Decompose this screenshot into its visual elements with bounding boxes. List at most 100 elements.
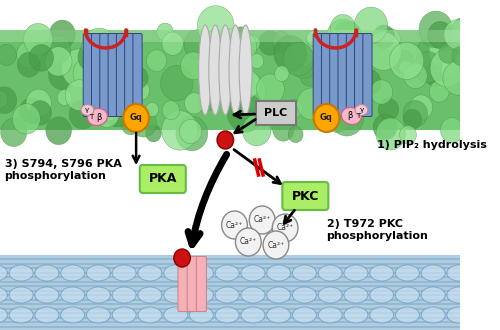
Circle shape — [373, 25, 394, 49]
Circle shape — [100, 88, 136, 127]
Circle shape — [200, 49, 218, 69]
Circle shape — [404, 110, 421, 129]
FancyBboxPatch shape — [0, 30, 460, 130]
FancyBboxPatch shape — [322, 34, 330, 116]
Ellipse shape — [421, 265, 445, 281]
Circle shape — [0, 87, 16, 114]
Text: Ca²⁺: Ca²⁺ — [226, 220, 243, 229]
Circle shape — [444, 19, 471, 50]
Circle shape — [250, 53, 264, 69]
Ellipse shape — [396, 307, 419, 323]
Circle shape — [198, 91, 216, 111]
Ellipse shape — [112, 265, 136, 281]
Ellipse shape — [318, 307, 342, 323]
Text: γ: γ — [360, 107, 364, 113]
Text: T: T — [356, 113, 360, 119]
Text: PKC: PKC — [292, 189, 319, 203]
Ellipse shape — [396, 265, 419, 281]
Ellipse shape — [266, 265, 290, 281]
Circle shape — [0, 118, 26, 147]
Ellipse shape — [292, 265, 316, 281]
Circle shape — [288, 126, 303, 143]
Circle shape — [100, 63, 137, 103]
FancyBboxPatch shape — [282, 182, 329, 210]
Ellipse shape — [60, 307, 84, 323]
Ellipse shape — [241, 287, 265, 303]
FancyBboxPatch shape — [346, 34, 356, 116]
Circle shape — [430, 49, 464, 87]
Circle shape — [234, 27, 249, 44]
Ellipse shape — [239, 25, 252, 115]
Ellipse shape — [138, 265, 162, 281]
Text: 3) S794, S796 PKA
phosphorylation: 3) S794, S796 PKA phosphorylation — [4, 159, 122, 181]
Circle shape — [198, 6, 234, 46]
Circle shape — [0, 90, 8, 108]
Ellipse shape — [112, 307, 136, 323]
Circle shape — [292, 53, 316, 79]
Ellipse shape — [81, 105, 94, 115]
Ellipse shape — [344, 287, 368, 303]
FancyBboxPatch shape — [92, 34, 100, 116]
Ellipse shape — [266, 287, 290, 303]
FancyBboxPatch shape — [196, 256, 206, 312]
Ellipse shape — [292, 307, 316, 323]
Circle shape — [128, 67, 148, 89]
Bar — [0, 30, 460, 42]
Circle shape — [272, 32, 290, 51]
Circle shape — [450, 17, 477, 47]
Circle shape — [392, 49, 414, 74]
Ellipse shape — [318, 265, 342, 281]
Circle shape — [429, 40, 454, 67]
Circle shape — [157, 23, 174, 41]
Circle shape — [452, 47, 469, 65]
Circle shape — [73, 57, 103, 90]
Circle shape — [380, 28, 400, 50]
Circle shape — [46, 117, 72, 145]
FancyBboxPatch shape — [124, 34, 134, 116]
Ellipse shape — [421, 307, 445, 323]
Text: PLC: PLC — [264, 108, 287, 118]
Circle shape — [366, 32, 401, 70]
Circle shape — [222, 211, 248, 239]
Circle shape — [332, 21, 362, 53]
Circle shape — [246, 36, 260, 50]
Circle shape — [236, 71, 260, 98]
Circle shape — [70, 100, 96, 129]
Circle shape — [416, 37, 447, 71]
Ellipse shape — [292, 287, 316, 303]
Circle shape — [332, 33, 350, 52]
Circle shape — [272, 118, 294, 141]
Circle shape — [94, 100, 120, 127]
Text: γ: γ — [86, 107, 89, 113]
Ellipse shape — [318, 287, 342, 303]
Circle shape — [370, 80, 392, 104]
Ellipse shape — [164, 265, 188, 281]
Circle shape — [400, 126, 416, 144]
Circle shape — [94, 32, 116, 56]
Circle shape — [306, 30, 322, 47]
Circle shape — [123, 104, 149, 132]
Circle shape — [242, 115, 271, 146]
FancyBboxPatch shape — [330, 34, 339, 116]
Circle shape — [319, 106, 340, 129]
Circle shape — [205, 48, 218, 62]
Ellipse shape — [396, 287, 419, 303]
Ellipse shape — [447, 307, 471, 323]
Circle shape — [236, 228, 261, 256]
Ellipse shape — [190, 287, 214, 303]
Circle shape — [24, 23, 52, 55]
Circle shape — [250, 206, 275, 234]
Circle shape — [50, 20, 76, 48]
Circle shape — [146, 50, 167, 72]
Circle shape — [146, 125, 162, 142]
Circle shape — [82, 28, 117, 66]
FancyBboxPatch shape — [140, 165, 186, 193]
Ellipse shape — [344, 265, 368, 281]
Circle shape — [26, 89, 52, 117]
Circle shape — [100, 103, 117, 120]
FancyBboxPatch shape — [354, 34, 364, 116]
Circle shape — [29, 101, 52, 125]
Circle shape — [376, 118, 406, 150]
Circle shape — [403, 100, 427, 127]
Circle shape — [199, 79, 213, 94]
